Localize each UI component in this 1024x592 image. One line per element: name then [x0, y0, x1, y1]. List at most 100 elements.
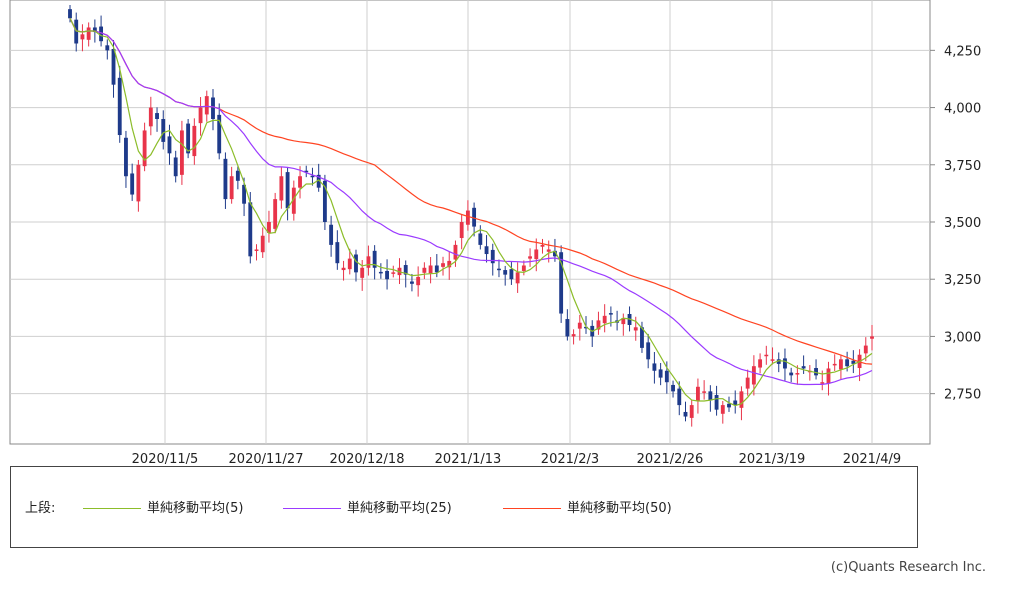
- candle-body: [751, 366, 756, 385]
- candle-body: [571, 334, 576, 337]
- candle-body: [528, 256, 532, 259]
- y-axis: 2,750 3,000 3,250 3,500 3,750 4,000 4,250: [930, 44, 981, 403]
- candle-body: [540, 244, 545, 247]
- candle-body: [770, 359, 775, 361]
- candle-body: [546, 249, 551, 252]
- candle-body: [795, 373, 800, 375]
- candle-body: [310, 175, 315, 178]
- candle-body: [360, 267, 365, 278]
- candle-body: [148, 107, 153, 127]
- candle-body: [826, 368, 831, 384]
- candles: [68, 5, 874, 427]
- candle-body: [217, 114, 222, 154]
- candle-body: [838, 359, 843, 370]
- candle-body: [335, 242, 340, 264]
- candle-body: [322, 180, 327, 222]
- candle-body: [515, 272, 520, 284]
- candle-body: [733, 400, 738, 406]
- y-tick-label: 3,000: [944, 330, 981, 345]
- candle-body: [229, 176, 234, 200]
- candle-body: [720, 405, 725, 414]
- candle-body: [683, 411, 688, 417]
- candle-body: [832, 363, 837, 366]
- candle-body: [422, 267, 427, 273]
- candle-body: [142, 130, 147, 167]
- candle-body: [658, 369, 663, 378]
- legend-label-ma50: 単純移動平均(50): [567, 501, 672, 516]
- candle-body: [534, 249, 539, 260]
- candle-body: [186, 123, 191, 154]
- candle-body: [105, 45, 110, 51]
- candle-body: [341, 267, 346, 271]
- legend-item-ma5: 単純移動平均(5): [83, 497, 243, 516]
- candle-body: [347, 258, 352, 270]
- candle-body: [783, 358, 787, 369]
- candle-body: [521, 265, 526, 271]
- credit-text: (c)Quants Research Inc.: [830, 560, 986, 575]
- candle-body: [279, 176, 284, 201]
- candle-body: [204, 96, 209, 115]
- x-axis: 2020/11/5 2020/11/27 2020/12/18 2021/1/13 20…: [132, 452, 902, 467]
- candle-body: [285, 172, 290, 209]
- candle-body: [447, 260, 452, 268]
- candle-body: [441, 263, 445, 267]
- candle-body: [870, 336, 874, 339]
- candle-body: [304, 170, 309, 173]
- candle-body: [235, 170, 240, 181]
- candle-body: [173, 157, 178, 177]
- candle-body: [851, 360, 856, 364]
- candle-body: [584, 326, 588, 329]
- candle-body: [92, 27, 97, 33]
- candle-body: [646, 342, 651, 360]
- candle-body: [130, 173, 135, 195]
- candle-body: [372, 250, 377, 268]
- candle-body: [497, 268, 501, 271]
- candle-body: [608, 313, 613, 315]
- candle-body: [671, 384, 675, 392]
- legend-item-ma25: 単純移動平均(25): [283, 497, 452, 516]
- candle-body: [745, 377, 750, 389]
- legend-swatch-ma50: [503, 508, 561, 509]
- legend-item-ma50: 単純移動平均(50): [503, 497, 672, 516]
- candle-body: [702, 391, 707, 393]
- candle-body: [273, 199, 278, 229]
- candle-body: [410, 281, 414, 284]
- candle-body: [68, 9, 72, 19]
- candle-body: [403, 265, 408, 275]
- candle-body: [664, 370, 669, 383]
- candle-body: [391, 272, 396, 274]
- y-tick-label: 3,250: [944, 273, 981, 288]
- candle-body: [179, 130, 184, 175]
- y-tick-label: 2,750: [944, 388, 981, 403]
- candle-body: [161, 119, 166, 142]
- candle-body: [74, 19, 79, 44]
- candle-body: [677, 388, 682, 406]
- candle-body: [117, 77, 122, 136]
- candle-body: [739, 391, 744, 408]
- candle-body: [211, 97, 215, 120]
- candle-body: [459, 222, 464, 239]
- candle-body: [484, 246, 489, 255]
- candle-body: [863, 345, 868, 354]
- candle-body: [416, 276, 421, 286]
- x-tick-label: 2020/11/5: [132, 452, 199, 467]
- candle-body: [633, 327, 638, 331]
- candle-body: [465, 210, 470, 225]
- candle-body: [99, 26, 104, 42]
- candle-body: [472, 207, 477, 227]
- x-tick-label: 2020/12/18: [330, 452, 405, 467]
- candle-body: [727, 403, 731, 408]
- candle-body: [845, 359, 850, 367]
- candle-body: [124, 137, 128, 177]
- candle-body: [652, 363, 657, 371]
- legend-section-label: 上段:: [25, 501, 56, 516]
- candle-body: [434, 265, 439, 273]
- candle-body: [596, 320, 601, 330]
- candle-body: [490, 249, 495, 264]
- candle-body: [111, 48, 116, 85]
- candle-body: [559, 252, 564, 314]
- x-tick-label: 2021/3/19: [739, 452, 806, 467]
- candle-body: [136, 164, 141, 202]
- y-tick-label: 3,500: [944, 216, 981, 231]
- ma5-line: [69, 18, 873, 407]
